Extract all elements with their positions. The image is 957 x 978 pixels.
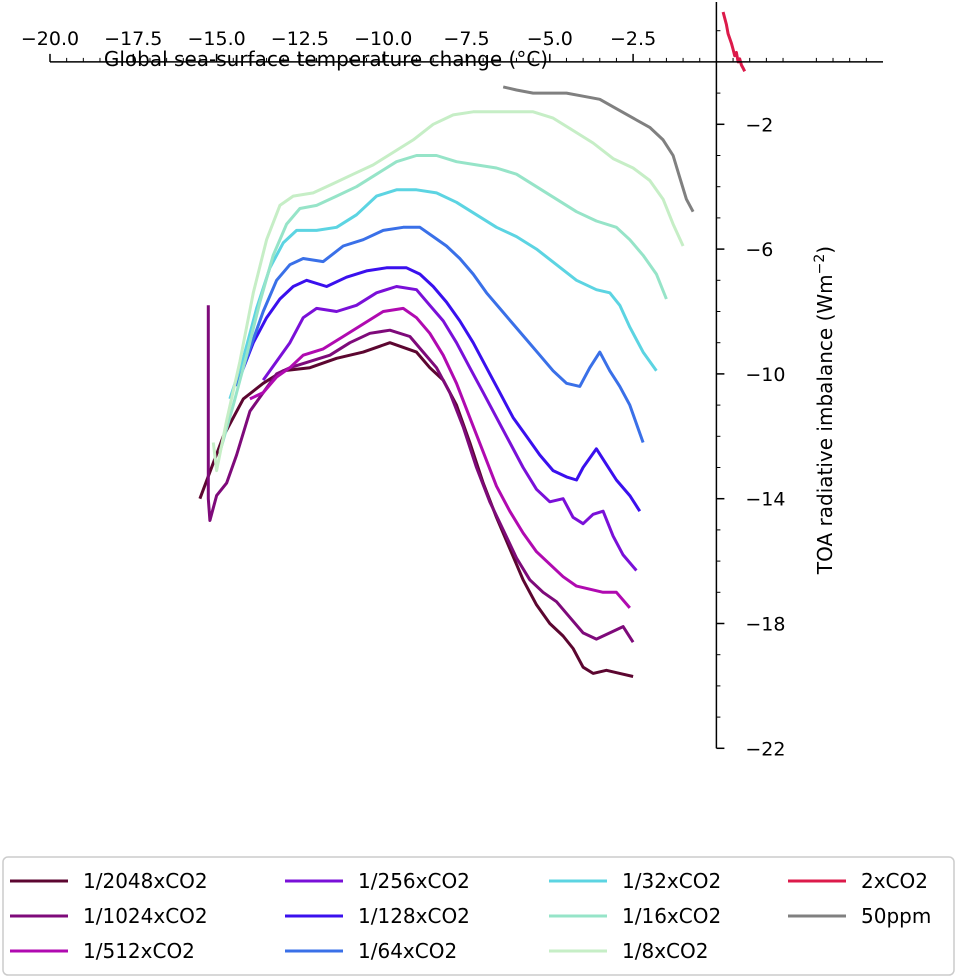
series-line-6 — [228, 188, 658, 400]
legend-frame — [2, 856, 955, 976]
legend-label: 1/16xCO2 — [622, 904, 721, 928]
series-layer — [198, 11, 747, 678]
legend-label: 2xCO2 — [861, 869, 928, 893]
legend-label: 50ppm — [861, 904, 931, 928]
legend-label: 1/32xCO2 — [622, 869, 721, 893]
x-tick-label: −20.0 — [21, 28, 79, 50]
legend-label: 1/256xCO2 — [358, 869, 470, 893]
x-tick-label: −17.5 — [104, 28, 162, 50]
x-tick-label: −12.5 — [271, 28, 329, 50]
legend-label: 1/2048xCO2 — [83, 869, 208, 893]
legend-label: 1/128xCO2 — [358, 904, 470, 928]
y-axis-title-unit-exponent: −2 — [812, 254, 828, 275]
y-axis-title-close: ) — [813, 246, 837, 254]
legend: 1/2048xCO2 1/1024xCO2 1/512xCO2 1/256xCO2 1/… — [2, 856, 955, 976]
y-tick-label: −10 — [745, 364, 785, 386]
x-tick-label: −10.0 — [354, 28, 412, 50]
series-line-2 — [249, 306, 631, 609]
y-tick-label: −2 — [745, 114, 773, 136]
x-tick-label: −7.5 — [443, 28, 489, 50]
y-tick-label: −6 — [745, 239, 773, 261]
series-line-1 — [206, 305, 635, 644]
x-tick-label: −5.0 — [527, 28, 573, 50]
y-axis-title: TOA radiative imbalance (Wm−2) — [812, 246, 837, 575]
series-line-4 — [238, 266, 642, 513]
series-line-5 — [235, 225, 645, 444]
legend-label: 1/64xCO2 — [358, 939, 457, 963]
series-line-9 — [721, 11, 747, 72]
legend-label: 1/512xCO2 — [83, 939, 195, 963]
x-axis-title: Global sea-surface temperature change (°… — [104, 47, 548, 71]
y-tick-label: −14 — [745, 489, 785, 511]
series-line-3 — [261, 285, 638, 572]
legend-label: 1/8xCO2 — [622, 939, 708, 963]
x-tick-label: −2.5 — [610, 28, 656, 50]
y-axis-title-main: TOA radiative imbalance (Wm — [813, 274, 837, 575]
axes: −20.0 −17.5 −15.0 −12.5 −10.0 −7.5 −5.0 −2.5 −2 −… — [21, 2, 883, 760]
x-tick-label: −15.0 — [187, 28, 245, 50]
series-line-7 — [218, 154, 668, 453]
series-line-8 — [211, 110, 685, 473]
y-tick-label: −18 — [745, 614, 785, 636]
series-line-10 — [502, 85, 695, 213]
legend-label: 1/1024xCO2 — [83, 904, 208, 928]
y-tick-label: −22 — [745, 738, 785, 760]
